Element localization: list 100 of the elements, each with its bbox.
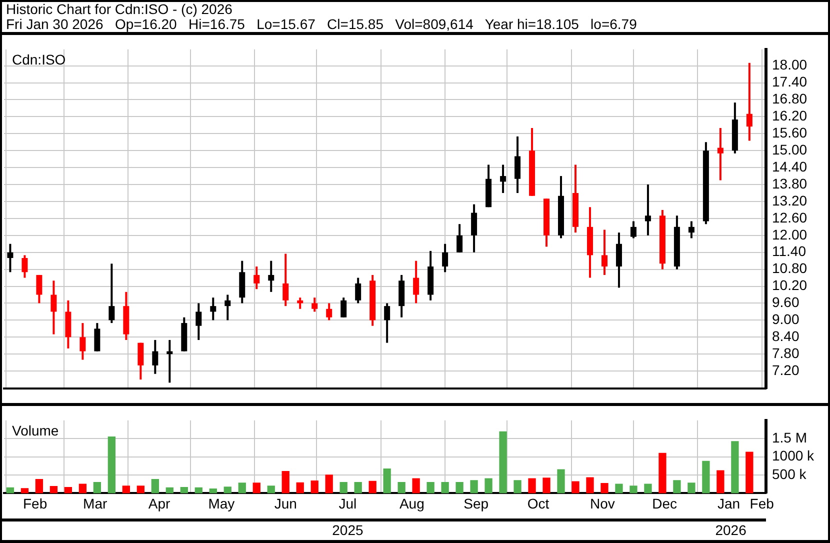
bar (499, 431, 507, 494)
bar (716, 470, 724, 494)
bar (441, 482, 449, 494)
bar (50, 486, 58, 494)
bar (166, 487, 174, 494)
y-tick-label: 16.80 (772, 90, 808, 107)
bar (484, 478, 492, 494)
candlestick (108, 262, 115, 324)
x2-tick-label: 2026 (715, 522, 747, 538)
candlestick (80, 322, 86, 361)
x-tick-label: Jan (717, 495, 740, 512)
y-tick-label: 1000 k (772, 448, 816, 464)
y-tick-label: 12.00 (772, 226, 808, 242)
bar (542, 478, 550, 494)
bar (688, 482, 696, 494)
candlestick (413, 260, 420, 304)
y-tick-label: 18.00 (772, 56, 808, 73)
x-tick-label: Dec (652, 495, 677, 512)
y-tick-label: 15.00 (772, 141, 808, 158)
bar (354, 482, 362, 494)
y-tick-label: 17.40 (772, 74, 808, 90)
bar (340, 482, 348, 494)
chart-subtitle: Fri Jan 30 2026 Op=16.20 Hi=16.75 Lo=15.67 Cl=15.85 Vol=809,614 Year hi=18.105 lo=6.79 (6, 16, 638, 32)
x-tick-label: Nov (590, 495, 615, 512)
y-tick-label: 10.20 (772, 277, 808, 294)
candlestick (514, 135, 521, 194)
y-tick-label: 16.20 (772, 108, 808, 124)
candlestick (152, 338, 158, 375)
bar (151, 479, 159, 494)
bar (630, 486, 638, 494)
candlestick (340, 296, 347, 318)
y-tick-label: 11.40 (772, 243, 806, 260)
bar (20, 488, 29, 494)
candlestick (282, 252, 289, 308)
bar (180, 487, 188, 494)
candlestick (224, 294, 231, 322)
bar (383, 468, 391, 494)
candlestick (268, 260, 274, 293)
candlestick (355, 276, 362, 304)
candlestick (36, 274, 42, 304)
candlestick (616, 232, 622, 289)
annotation: Volume (12, 422, 59, 438)
x-tick-label: Apr (148, 495, 171, 512)
candlestick (717, 126, 724, 182)
y-tick-label: 15.60 (772, 124, 808, 140)
bar (731, 441, 739, 494)
bar (456, 482, 464, 494)
candlestick (22, 254, 28, 279)
bar (644, 484, 652, 494)
candlestick (630, 220, 636, 240)
y-tick-label: 9.60 (772, 294, 800, 310)
x-tick-label: Sep (464, 495, 489, 512)
candlestick (50, 280, 57, 336)
bar (122, 486, 130, 494)
bar (64, 487, 72, 494)
candlestick (471, 203, 478, 254)
bar (224, 486, 232, 494)
candlestick (456, 223, 463, 254)
candlestick (7, 242, 14, 274)
bar (702, 460, 710, 494)
y-tick-label: 12.60 (772, 209, 808, 226)
bar (296, 482, 304, 494)
bar (209, 488, 217, 494)
x-tick-label: Feb (22, 495, 48, 512)
y-tick-label: 8.40 (772, 328, 800, 344)
y-tick-label: 1.5 M (772, 429, 808, 446)
bar (572, 481, 580, 494)
candlestick (384, 302, 390, 344)
candlestick (746, 62, 752, 142)
candlestick (196, 302, 202, 341)
bar (658, 452, 666, 494)
bar (136, 486, 144, 494)
bar (615, 484, 623, 494)
bar (35, 479, 44, 494)
candlestick (138, 342, 144, 381)
bar (514, 480, 522, 494)
candlestick (254, 265, 260, 290)
bar (426, 482, 434, 494)
bar (93, 482, 102, 494)
bar (600, 483, 608, 494)
x-tick-label: Jun (274, 495, 297, 512)
candlestick (500, 164, 506, 194)
bar (368, 480, 376, 494)
y-tick-label: 9.00 (772, 311, 800, 328)
x-tick-label: Jul (338, 495, 357, 512)
bar (528, 478, 536, 494)
x2-tick-label: 2025 (332, 522, 364, 538)
bar (194, 487, 202, 494)
x-tick-label: May (208, 495, 235, 512)
bar (282, 471, 290, 494)
bar (673, 480, 681, 494)
bar (6, 487, 14, 494)
candlestick (326, 302, 332, 322)
y-tick-label: 13.80 (772, 175, 808, 192)
candlestick (210, 296, 216, 322)
bar (310, 480, 318, 494)
candlestick (442, 242, 448, 274)
bar (412, 478, 420, 494)
annotation: Cdn:ISO (12, 51, 66, 68)
y-tick-label: 14.40 (772, 158, 808, 174)
